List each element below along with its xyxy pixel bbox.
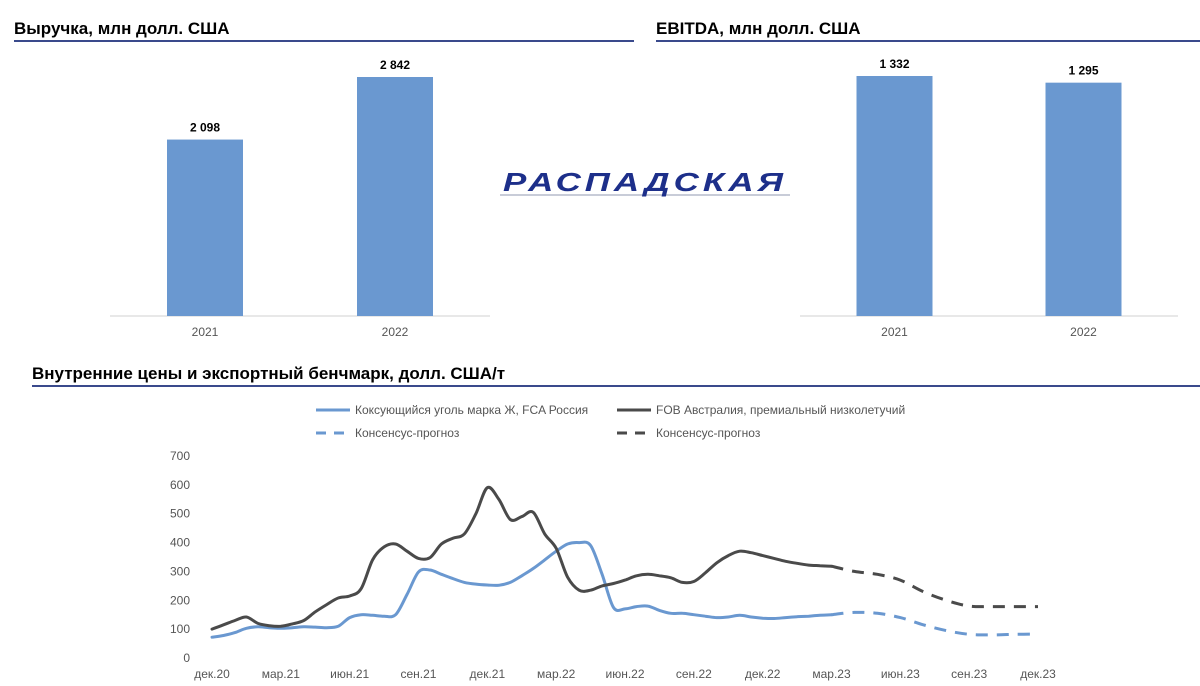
y-tick-label: 400 (170, 536, 190, 550)
x-tick-label: сен.22 (676, 667, 712, 681)
legend-label: Коксующийся уголь марка Ж, FCA Россия (355, 403, 588, 417)
ebitda-value-label: 1 295 (1068, 64, 1098, 78)
revenue-chart: 2 098 2021 2 842 2022 (110, 58, 490, 339)
logo-underline (500, 194, 790, 196)
prices-chart-title: Внутренние цены и экспортный бенчмарк, д… (32, 364, 506, 383)
y-tick-label: 0 (183, 651, 190, 665)
legend-label: Консенсус-прогноз (656, 426, 761, 440)
revenue-bar-2022 (357, 77, 433, 316)
ebitda-category-label: 2021 (881, 325, 908, 339)
ebitda-bar-2021 (856, 76, 933, 316)
ebitda-chart-title: EBITDA, млн долл. США (656, 19, 861, 38)
prices-line-chart: 0 100 200 300 400 500 600 700 дек.20 мар.21 июн.21… (170, 403, 1056, 681)
y-tick-label: 600 (170, 478, 190, 492)
x-tick-label: мар.22 (537, 667, 576, 681)
ebitda-bar-2022 (1045, 82, 1122, 317)
ebitda-title-rule (656, 40, 1200, 42)
fca-russia-forecast-line (831, 610, 1039, 637)
prices-title-rule (32, 385, 1200, 387)
y-tick-label: 500 (170, 507, 190, 521)
revenue-category-label: 2022 (382, 325, 409, 339)
revenue-bar-2021 (167, 139, 243, 316)
y-tick-label: 200 (170, 593, 190, 607)
revenue-value-label: 2 098 (190, 121, 220, 135)
x-tick-label: дек.23 (1020, 667, 1056, 681)
fob-australia-forecast-line (831, 564, 1038, 609)
y-tick-label: 700 (170, 449, 190, 463)
x-tick-label: дек.20 (194, 667, 230, 681)
x-tick-label: сен.21 (401, 667, 437, 681)
x-tick-label: дек.22 (745, 667, 781, 681)
fca-russia-line (210, 540, 833, 639)
ebitda-chart: 1 332 2021 1 295 2022 (800, 57, 1178, 339)
ebitda-value-label: 1 332 (879, 57, 909, 71)
revenue-category-label: 2021 (192, 325, 219, 339)
legend-label: Консенсус-прогноз (355, 426, 460, 440)
x-tick-label: мар.21 (262, 667, 301, 681)
x-tick-label: июн.21 (330, 667, 369, 681)
y-tick-label: 300 (170, 564, 190, 578)
x-tick-label: дек.21 (470, 667, 506, 681)
x-tick-label: сен.23 (951, 667, 987, 681)
logo-text: РАСПАДСКАЯ (503, 167, 787, 197)
revenue-chart-title: Выручка, млн долл. США (14, 19, 230, 38)
ebitda-category-label: 2022 (1070, 325, 1097, 339)
x-tick-label: июн.23 (881, 667, 920, 681)
x-tick-label: июн.22 (605, 667, 644, 681)
x-tick-label: мар.23 (812, 667, 851, 681)
company-logo: РАСПАДСКАЯ (500, 167, 790, 197)
fob-australia-line (210, 485, 833, 631)
legend-label: FOB Австралия, премиальный низколетучий (656, 403, 905, 417)
y-tick-label: 100 (170, 622, 190, 636)
revenue-value-label: 2 842 (380, 58, 410, 72)
revenue-title-rule (14, 40, 634, 42)
